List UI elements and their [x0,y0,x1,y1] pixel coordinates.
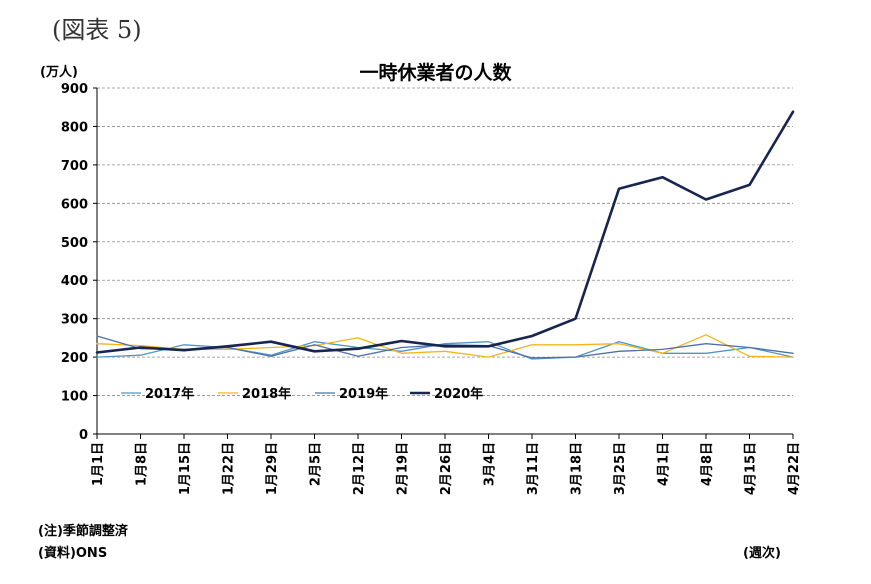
legend-label: 2018年 [242,386,291,402]
axes [93,87,794,439]
y-tick-label: 200 [61,351,88,366]
x-tick-label: 1月22日 [222,442,237,495]
x-tick-label: 4月1日 [657,442,672,486]
y-tick-labels: 0 100 200 300 400 500 600 700 800 900 [61,82,88,443]
x-tick-label: 1月29日 [265,442,280,495]
x-tick-label: 4月15日 [744,442,759,495]
y-tick-label: 700 [61,159,88,174]
footnote: (注)季節調整済 [38,524,128,539]
x-tick-label: 1月8日 [135,442,150,486]
chart-title: 一時休業者の人数 [359,62,512,84]
y-tick-label: 400 [61,274,88,289]
x-tick-label: 1月1日 [91,442,106,486]
x-tick-label: 2月19日 [396,442,411,495]
series-line-2020年 [95,110,795,354]
x-tick-label: 2月5日 [309,442,324,486]
legend-label: 2019年 [339,386,388,402]
y-tick-label: 300 [61,313,88,328]
source-note: (資料)ONS [38,546,108,561]
gridlines [97,87,793,396]
x-tick-labels: 1月1日 1月8日 1月15日 1月22日 1月29日 2月5日 2月12日 2月19日 2月2… [91,442,802,495]
x-tick-label: 1月15日 [178,442,193,495]
x-tick-label: 4月8日 [700,442,715,486]
x-tick-label: 4月22日 [787,442,802,495]
series-lines [95,110,795,360]
legend-label: 2020年 [434,386,483,402]
y-tick-label: 0 [79,428,88,443]
y-tick-label: 100 [61,390,88,405]
x-tick-label: 3月18日 [570,442,585,495]
x-axis-unit: (週次) [743,546,781,561]
x-tick-label: 3月11日 [526,442,541,495]
x-tick-label: 3月4日 [483,442,498,486]
y-tick-label: 900 [61,82,88,97]
figure-label: (図表 5) [52,16,142,44]
legend-label: 2017年 [145,386,194,402]
y-tick-label: 600 [61,197,88,212]
x-tick-label: 3月25日 [613,442,628,495]
y-axis-unit: (万人) [40,65,78,80]
x-tick-label: 2月26日 [439,442,454,495]
y-tick-label: 800 [61,120,88,135]
x-tick-label: 2月12日 [352,442,367,495]
y-tick-label: 500 [61,236,88,251]
legend: 2017年 2018年 2019年 2020年 [121,386,483,402]
